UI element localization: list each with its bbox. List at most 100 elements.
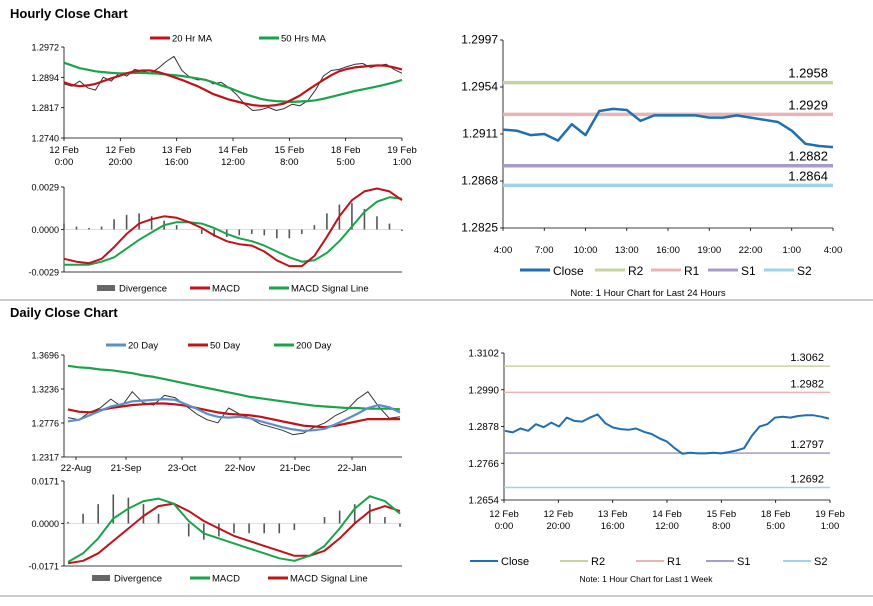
daily-levels-x-tick-label-line2: 0:00 [495, 521, 514, 532]
hourly-levels-x-tick-label: 4:00 [494, 245, 513, 256]
hourly-close-series [63, 55, 403, 111]
hourly-levels-legend-s2-label: S2 [797, 264, 812, 278]
hourly-levels-x-tick-label: 22:00 [739, 245, 763, 256]
hourly-levels-x-tick-label: 7:00 [535, 245, 554, 256]
daily-levels-x-tick-label: 19 Feb [815, 509, 845, 520]
hourly-price-x-tick-label-line2: 20:00 [108, 157, 132, 168]
hourly-macd-signal-series [64, 196, 403, 266]
hourly-price-y-tick-label: 1.2740 [31, 134, 59, 144]
daily-section-title: Daily Close Chart [10, 305, 118, 320]
hourly-levels-legend-s1-label: S1 [741, 264, 756, 278]
hourly-levels-legend-r1-label: R1 [684, 264, 700, 278]
daily-legend-signal-label: MACD Signal Line [290, 574, 368, 585]
daily-50day-series [67, 402, 400, 429]
hourly-price-y-tick-label: 1.2894 [31, 73, 59, 83]
daily-legend-200day-label: 200 Day [296, 341, 332, 352]
hourly-levels-x-tick-label: 13:00 [615, 245, 639, 256]
hourly-levels-x-tick-label: 10:00 [574, 245, 598, 256]
daily-price-x-tick-label: 23-Oct [168, 463, 197, 474]
daily-levels-x-tick-label-line2: 20:00 [546, 521, 570, 532]
hourly-price-y-tick-label: 1.2817 [31, 103, 59, 113]
daily-price-x-tick-label: 22-Nov [225, 463, 256, 474]
daily-levels-y-tick-label: 1.3102 [468, 349, 499, 360]
hourly-price-x-tick-label: 12 Feb [106, 145, 136, 156]
hourly-legend-20hr-ma-label: 20 Hr MA [172, 34, 213, 45]
daily-price-y-tick-label: 1.2776 [31, 419, 59, 429]
daily-levels-x-tick-label: 14 Feb [652, 509, 682, 520]
hourly-level-label-r1: 1.2929 [788, 97, 828, 112]
hourly-price-x-tick-label-line2: 1:00 [393, 157, 412, 168]
daily-legend-divergence-swatch [92, 575, 110, 581]
hourly-price-x-tick-label: 15 Feb [275, 145, 305, 156]
daily-levels-x-tick-label: 15 Feb [707, 509, 737, 520]
hourly-macd-series [63, 187, 403, 268]
daily-legend-macd-label: MACD [212, 574, 240, 585]
daily-levels-legend-close-label: Close [501, 556, 529, 568]
hourly-levels-y-tick-label: 1.2868 [461, 174, 498, 188]
daily-levels-x-tick-label-line2: 16:00 [601, 521, 625, 532]
hourly-legend-divergence-label: Divergence [119, 284, 167, 295]
daily-levels-close-series [504, 413, 830, 455]
daily-levels-legend-r1-label: R1 [667, 556, 681, 568]
daily-price-y-tick-label: 1.3236 [31, 385, 59, 395]
hourly-levels-y-tick-label: 1.2825 [461, 221, 498, 235]
hourly-legend-divergence-swatch [97, 285, 115, 291]
daily-price-x-tick-label: 22-Jan [337, 463, 366, 474]
hourly-levels-x-tick-label: 19:00 [697, 245, 721, 256]
hourly-legend-macd-label: MACD [212, 284, 240, 295]
hourly-levels-y-tick-label: 1.2954 [461, 80, 498, 94]
daily-legend-50day-label: 50 Day [210, 341, 240, 352]
hourly-level-label-r2: 1.2958 [788, 66, 828, 81]
hourly-price-x-tick-label-line2: 12:00 [221, 157, 245, 168]
hourly-macd-y-tick-label: 0.0000 [31, 225, 59, 235]
hourly-price-x-tick-label: 12 Feb [49, 145, 79, 156]
hourly-level-label-s2: 1.2864 [788, 168, 828, 183]
daily-price-x-tick-label: 21-Dec [280, 463, 311, 474]
daily-level-label-r1: 1.2982 [790, 378, 824, 390]
daily-macd-series [67, 495, 401, 563]
hourly-levels-x-tick-label: 4:00 [824, 245, 843, 256]
hourly-price-x-tick-label-line2: 16:00 [165, 157, 189, 168]
daily-levels-legend-s1-label: S1 [737, 556, 750, 568]
daily-levels-x-tick-label: 13 Feb [598, 509, 628, 520]
hourly-levels-legend-r2-label: R2 [628, 264, 644, 278]
hourly-macd-y-tick-label: -0.0029 [28, 268, 59, 278]
daily-price-x-tick-label: 21-Sep [111, 463, 142, 474]
daily-macd-y-tick-label: 0.0171 [31, 477, 59, 487]
hourly-legend-signal-label: MACD Signal Line [291, 284, 369, 295]
hourly-price-y-tick-label: 1.2972 [31, 43, 59, 53]
hourly-macd-y-tick-label: 0.0029 [31, 183, 59, 193]
daily-levels-legend-s2-label: S2 [814, 556, 827, 568]
daily-macd-y-tick-label: -0.0171 [28, 562, 59, 572]
hourly-price-x-tick-label-line2: 0:00 [55, 157, 74, 168]
hourly-price-x-tick-label: 18 Feb [331, 145, 361, 156]
daily-levels-x-tick-label: 12 Feb [544, 509, 574, 520]
hourly-level-label-s1: 1.2882 [788, 149, 828, 164]
hourly-price-x-tick-label-line2: 8:00 [280, 157, 299, 168]
daily-levels-x-tick-label-line2: 1:00 [821, 521, 840, 532]
daily-levels-y-tick-label: 1.2654 [468, 496, 499, 507]
hourly-levels-x-tick-label: 16:00 [656, 245, 680, 256]
daily-level-label-r2: 1.3062 [790, 352, 824, 364]
daily-legend-divergence-label: Divergence [114, 574, 162, 585]
hourly-levels-y-tick-label: 1.2997 [461, 33, 498, 47]
daily-levels-note: Note: 1 Hour Chart for Last 1 Week [579, 574, 713, 584]
daily-price-y-tick-label: 1.3696 [31, 351, 59, 361]
hourly-price-x-tick-label: 13 Feb [162, 145, 192, 156]
daily-200day-series [67, 364, 401, 411]
daily-levels-x-tick-label: 18 Feb [761, 509, 791, 520]
daily-level-label-s2: 1.2692 [790, 474, 824, 486]
hourly-legend-50hr-ma-label: 50 Hrs MA [281, 34, 327, 45]
hourly-levels-close-series [502, 107, 834, 149]
daily-20day-series [67, 398, 401, 432]
hourly-levels-note: Note: 1 Hour Chart for Last 24 Hours [570, 288, 725, 299]
daily-level-label-s1: 1.2797 [790, 439, 824, 451]
hourly-50hr-ma-series [63, 61, 403, 104]
daily-levels-y-tick-label: 1.2766 [468, 459, 499, 470]
daily-levels-x-tick-label: 12 Feb [489, 509, 519, 520]
daily-levels-legend-r2-label: R2 [591, 556, 605, 568]
daily-price-x-tick-label: 22-Aug [61, 463, 92, 474]
hourly-price-x-tick-label: 19 Feb [387, 145, 417, 156]
hourly-levels-y-tick-label: 1.2911 [462, 127, 498, 141]
